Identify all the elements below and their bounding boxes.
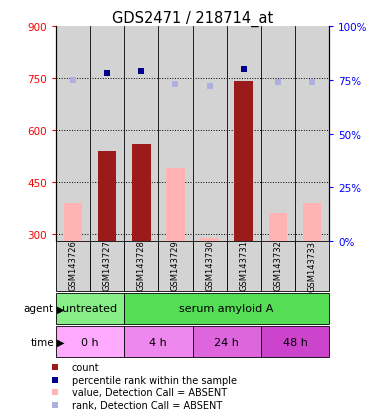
Bar: [295, 242, 329, 291]
Bar: [261, 242, 295, 291]
Bar: [64, 204, 82, 242]
Text: 24 h: 24 h: [214, 337, 239, 347]
Bar: [124, 293, 329, 324]
Text: serum amyloid A: serum amyloid A: [179, 304, 274, 314]
Text: value, Detection Call = ABSENT: value, Detection Call = ABSENT: [72, 387, 227, 397]
Bar: [227, 242, 261, 291]
Text: count: count: [72, 363, 99, 373]
Bar: [90, 242, 124, 291]
Bar: [124, 326, 192, 357]
Text: GSM143727: GSM143727: [102, 240, 112, 291]
Text: GSM143726: GSM143726: [69, 240, 77, 291]
Bar: [56, 242, 90, 291]
Bar: [56, 293, 124, 324]
Bar: [192, 326, 261, 357]
Title: GDS2471 / 218714_at: GDS2471 / 218714_at: [112, 11, 273, 27]
Bar: [98, 152, 117, 242]
Bar: [158, 27, 192, 242]
Text: untreated: untreated: [62, 304, 117, 314]
Bar: [124, 27, 158, 242]
Text: GSM143729: GSM143729: [171, 240, 180, 291]
Bar: [124, 242, 158, 291]
Text: GSM143731: GSM143731: [239, 240, 248, 291]
Bar: [158, 242, 192, 291]
Bar: [261, 326, 329, 357]
Text: GSM143733: GSM143733: [308, 240, 316, 291]
Text: 48 h: 48 h: [283, 337, 308, 347]
Text: agent: agent: [24, 304, 54, 314]
Text: GSM143732: GSM143732: [273, 240, 283, 291]
Text: ▶: ▶: [57, 337, 64, 347]
Bar: [90, 27, 124, 242]
Text: rank, Detection Call = ABSENT: rank, Detection Call = ABSENT: [72, 400, 222, 410]
Bar: [132, 145, 151, 242]
Text: time: time: [30, 337, 54, 347]
Text: ▶: ▶: [57, 304, 64, 314]
Bar: [166, 169, 185, 242]
Bar: [261, 27, 295, 242]
Text: GSM143728: GSM143728: [137, 240, 146, 291]
Text: 4 h: 4 h: [149, 337, 167, 347]
Bar: [227, 27, 261, 242]
Bar: [303, 204, 321, 242]
Bar: [268, 214, 287, 242]
Text: GSM143730: GSM143730: [205, 240, 214, 291]
Bar: [200, 238, 219, 242]
Text: 0 h: 0 h: [81, 337, 99, 347]
Bar: [192, 242, 227, 291]
Text: percentile rank within the sample: percentile rank within the sample: [72, 375, 237, 385]
Bar: [56, 27, 90, 242]
Bar: [234, 82, 253, 242]
Bar: [295, 27, 329, 242]
Bar: [56, 326, 124, 357]
Bar: [192, 27, 227, 242]
